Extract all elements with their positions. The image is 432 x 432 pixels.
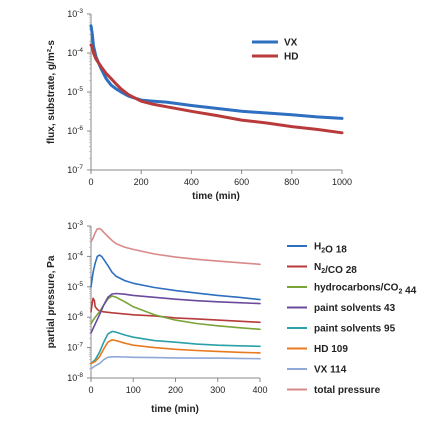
- pressure-legend-label-part: /CO 28: [325, 265, 357, 276]
- pressure-y-tick-label: 10-3: [67, 220, 83, 231]
- pressure-x-ticks: 0 100 200 300 400: [88, 378, 268, 395]
- flux-y-tick-base: 10: [67, 126, 77, 136]
- flux-legend: VX HD: [252, 38, 298, 63]
- pressure-legend-label-part: O 18: [325, 245, 347, 256]
- pressure-legend-label-part: HD 109: [314, 344, 348, 355]
- pressure-y-tick-exponent: -3: [77, 220, 83, 227]
- flux-x-tick-label: 600: [234, 177, 249, 187]
- pressure-legend-label-part: hydrocarbons/CO: [314, 283, 399, 294]
- flux-x-tick-label: 400: [184, 177, 199, 187]
- pressure-y-tick-base: 10: [67, 282, 77, 292]
- flux-y-tick-exponent: -4: [77, 47, 83, 54]
- pressure-y-tick-label: 10-8: [67, 372, 83, 383]
- pressure-x-tick-label: 0: [88, 385, 93, 395]
- pressure-legend-label: HD 109: [314, 344, 348, 355]
- pressure-y-ticks: 10-810-710-610-510-410-3: [67, 220, 91, 383]
- pressure-series-line-3: [90, 292, 261, 334]
- pressure-legend-label-part: 44: [402, 286, 416, 297]
- pressure-series-line-6: [90, 355, 261, 370]
- pressure-series-line-4: [90, 330, 261, 365]
- flux-y-axis-label: flux, substrate, g/m²-s: [46, 40, 57, 144]
- pressure-series-line-2: [90, 295, 261, 331]
- pressure-y-tick-base: 10: [67, 343, 77, 353]
- pressure-y-axis-label: partial pressure, Pa: [46, 255, 57, 348]
- pressure-y-tick-exponent: -6: [77, 311, 83, 318]
- flux-y-tick-base: 10: [67, 9, 77, 19]
- flux-y-tick-label: 10-4: [67, 47, 83, 58]
- pressure-legend-label-part: 2: [398, 289, 402, 296]
- flux-series-line-0: [89, 24, 344, 120]
- pressure-x-tick-label: 300: [210, 385, 225, 395]
- flux-y-tick-exponent: -6: [77, 125, 83, 132]
- pressure-y-tick-base: 10: [67, 221, 77, 231]
- flux-x-tick-label: 0: [88, 177, 93, 187]
- pressure-x-tick-label: 200: [168, 385, 183, 395]
- pressure-legend-label-part: 2: [321, 268, 325, 275]
- pressure-y-tick-label: 10-5: [67, 281, 83, 292]
- pressure-legend-label: total pressure: [314, 385, 381, 396]
- pressure-legend-label-part: N: [314, 262, 321, 273]
- flux-y-tick-label: 10-3: [67, 8, 83, 19]
- pressure-legend-label: N2/CO 28: [314, 262, 357, 276]
- pressure-series-line-0: [90, 254, 261, 301]
- pressure-legend-label-part: total pressure: [314, 385, 381, 396]
- flux-x-tick-label: 800: [284, 177, 299, 187]
- flux-y-tick-label: 10-7: [67, 164, 83, 175]
- flux-y-tick-base: 10: [67, 165, 77, 175]
- pressure-legend-label: paint solvents 43: [314, 303, 396, 314]
- flux-y-tick-base: 10: [67, 48, 77, 58]
- pressure-legend-label: paint solvents 95: [314, 324, 396, 335]
- pressure-legend-label: H2O 18: [314, 242, 347, 256]
- pressure-series-line-7: [90, 227, 261, 266]
- pressure-y-tick-exponent: -8: [77, 372, 83, 379]
- flux-series-line-1: [89, 43, 344, 135]
- flux-chart: 10-710-610-510-410-3 0 200 400 600 800 1000 t…: [46, 8, 352, 202]
- pressure-y-tick-base: 10: [67, 373, 77, 383]
- pressure-x-axis-label: time (min): [151, 404, 199, 415]
- pressure-x-tick-label: 400: [252, 385, 267, 395]
- pressure-y-tick-exponent: -5: [77, 281, 83, 288]
- pressure-y-tick-exponent: -7: [77, 342, 83, 349]
- pressure-y-tick-label: 10-7: [67, 342, 83, 353]
- flux-legend-label: VX: [284, 38, 298, 49]
- pressure-legend-label-part: paint solvents 43: [314, 303, 396, 314]
- pressure-x-tick-label: 100: [126, 385, 141, 395]
- pressure-y-tick-label: 10-6: [67, 311, 83, 322]
- pressure-legend-label-part: H: [314, 242, 321, 253]
- flux-series-lines: [89, 24, 344, 135]
- pressure-series-lines: [90, 227, 261, 370]
- pressure-series-line-5: [90, 338, 261, 365]
- pressure-legend-label-part: 2: [321, 248, 325, 255]
- flux-y-tick-exponent: -7: [77, 164, 83, 171]
- pressure-y-tick-label: 10-4: [67, 250, 83, 261]
- pressure-y-tick-exponent: -4: [77, 250, 83, 257]
- partial-pressure-chart: 10-810-710-610-510-410-3 0 100 200 300 400 t…: [46, 220, 417, 415]
- flux-y-ticks: 10-710-610-510-410-3: [67, 8, 91, 175]
- pressure-legend-label: VX 114: [314, 365, 347, 376]
- flux-y-tick-label: 10-5: [67, 86, 83, 97]
- pressure-series-line-1: [90, 297, 261, 324]
- flux-y-tick-label: 10-6: [67, 125, 83, 136]
- flux-y-tick-exponent: -3: [77, 8, 83, 15]
- flux-x-ticks: 0 200 400 600 800 1000: [88, 170, 352, 187]
- flux-y-tick-exponent: -5: [77, 86, 83, 93]
- flux-x-tick-label: 200: [134, 177, 149, 187]
- pressure-legend-label: hydrocarbons/CO2 44: [314, 283, 417, 297]
- pressure-y-tick-base: 10: [67, 312, 77, 322]
- flux-legend-label: HD: [284, 52, 298, 63]
- flux-x-axis-label: time (min): [192, 191, 240, 202]
- pressure-legend-label-part: paint solvents 95: [314, 324, 396, 335]
- flux-x-tick-label: 1000: [332, 177, 352, 187]
- pressure-legend-label-part: VX 114: [314, 365, 347, 376]
- flux-y-tick-base: 10: [67, 87, 77, 97]
- pressure-y-tick-base: 10: [67, 251, 77, 261]
